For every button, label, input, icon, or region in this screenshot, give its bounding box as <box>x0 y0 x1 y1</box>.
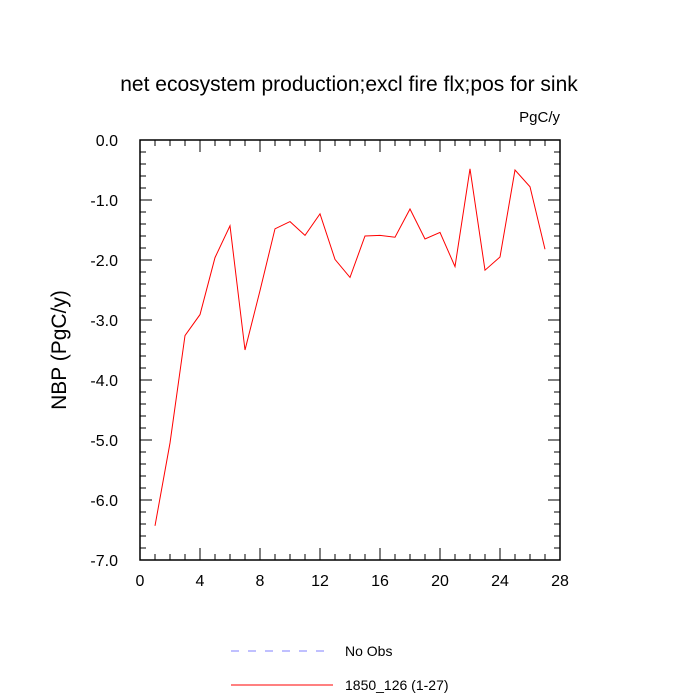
x-tick-label: 20 <box>431 573 449 590</box>
series-line <box>154 168 546 526</box>
y-tick-label: -7.0 <box>90 553 118 570</box>
y-tick-label: -4.0 <box>90 373 118 390</box>
x-tick-label: 24 <box>491 573 509 590</box>
x-tick-label: 28 <box>551 573 569 590</box>
y-tick-label: 0.0 <box>96 133 118 150</box>
x-tick-label: 16 <box>371 573 389 590</box>
plot-frame <box>139 139 561 561</box>
legend: No Obs 1850_126 (1-27) <box>231 643 449 693</box>
x-tick-labels: 0 4 8 12 16 20 24 28 <box>136 573 569 590</box>
units-label: PgC/y <box>519 109 560 126</box>
y-tick-labels: 0.0 -1.0 -2.0 -3.0 -4.0 -5.0 -6.0 -7.0 <box>90 133 118 570</box>
x-tick-label: 4 <box>196 573 205 590</box>
x-tick-label: 0 <box>136 573 145 590</box>
axis-ticks <box>139 139 561 561</box>
y-tick-label: -6.0 <box>90 493 118 510</box>
series-layer <box>154 168 546 526</box>
x-tick-label: 8 <box>256 573 265 590</box>
chart-title: net ecosystem production;excl fire flx;p… <box>120 73 578 96</box>
y-axis-label: NBP (PgC/y) <box>48 290 71 410</box>
y-tick-label: -3.0 <box>90 313 118 330</box>
y-tick-label: -1.0 <box>90 193 118 210</box>
legend-label-no-obs: No Obs <box>345 643 392 659</box>
y-tick-label: -5.0 <box>90 433 118 450</box>
y-tick-label: -2.0 <box>90 253 118 270</box>
x-tick-label: 12 <box>311 573 329 590</box>
legend-label-1850-126: 1850_126 (1-27) <box>345 677 449 693</box>
